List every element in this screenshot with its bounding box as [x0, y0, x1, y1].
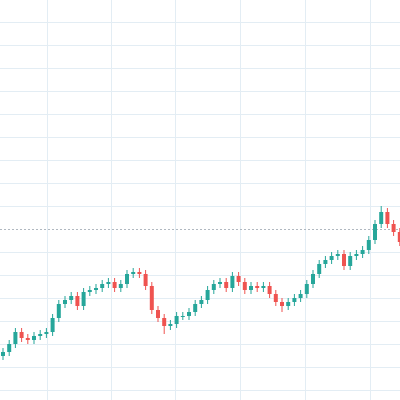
candle-body: [32, 336, 36, 340]
candle-body: [174, 316, 179, 324]
candle-body: [156, 310, 160, 318]
candle-body: [379, 212, 384, 224]
candle-body: [373, 224, 377, 240]
candle-body: [273, 294, 278, 302]
candle-body: [106, 282, 111, 284]
candle-body: [94, 288, 98, 290]
candle-body: [348, 256, 353, 266]
candle-body: [249, 286, 253, 290]
candle-body: [75, 296, 80, 306]
candle-body: [311, 274, 315, 284]
candle-body: [118, 284, 123, 288]
candle-body: [125, 274, 129, 284]
candle-body: [69, 296, 74, 300]
candle-body: [63, 300, 67, 304]
candle-body: [81, 292, 86, 306]
candle-body: [360, 250, 365, 254]
candle-body: [162, 318, 167, 326]
candle-body: [236, 276, 241, 282]
vertical-grid: [47, 0, 371, 400]
candle-body: [50, 318, 55, 332]
candle-body: [218, 282, 222, 284]
candle-body: [397, 232, 400, 242]
candle-body: [354, 254, 359, 256]
candle-body: [100, 284, 105, 288]
candle-body: [391, 224, 396, 232]
candle-body: [286, 302, 291, 306]
candle-body: [317, 264, 322, 274]
candle-body: [131, 272, 136, 274]
candle-body: [292, 298, 297, 302]
candle-body: [137, 272, 142, 274]
candle-body: [267, 286, 272, 294]
candle-body: [25, 338, 30, 340]
candle-body: [342, 254, 346, 266]
candle-body: [385, 212, 390, 224]
candle-body: [180, 316, 185, 317]
candle-body: [19, 332, 24, 338]
candle-body: [13, 332, 18, 344]
candle-body: [366, 240, 371, 250]
candle-body: [112, 282, 117, 288]
candle-body: [304, 284, 309, 294]
candle-body: [193, 304, 198, 312]
candle-body: [38, 334, 43, 336]
candle-body: [261, 286, 266, 288]
candle-body: [230, 276, 235, 288]
candle-body: [323, 260, 328, 264]
candle-body: [87, 290, 92, 292]
candle-body: [7, 344, 12, 352]
candle-body: [149, 286, 154, 310]
candle-body: [255, 286, 260, 288]
candle-body: [1, 352, 5, 356]
candle-body: [280, 302, 284, 306]
candle-body: [44, 332, 49, 334]
candle-body: [335, 254, 340, 256]
candle-body: [329, 256, 334, 260]
candle-body: [199, 300, 204, 304]
candle-body: [224, 282, 229, 288]
candle-body: [168, 324, 173, 326]
candle-body: [211, 284, 216, 290]
candle-body: [187, 312, 191, 316]
candle-body: [205, 290, 210, 300]
candle-body: [143, 274, 148, 286]
candle-body: [242, 282, 247, 290]
candle-body: [298, 294, 303, 298]
candle-body: [56, 304, 61, 318]
